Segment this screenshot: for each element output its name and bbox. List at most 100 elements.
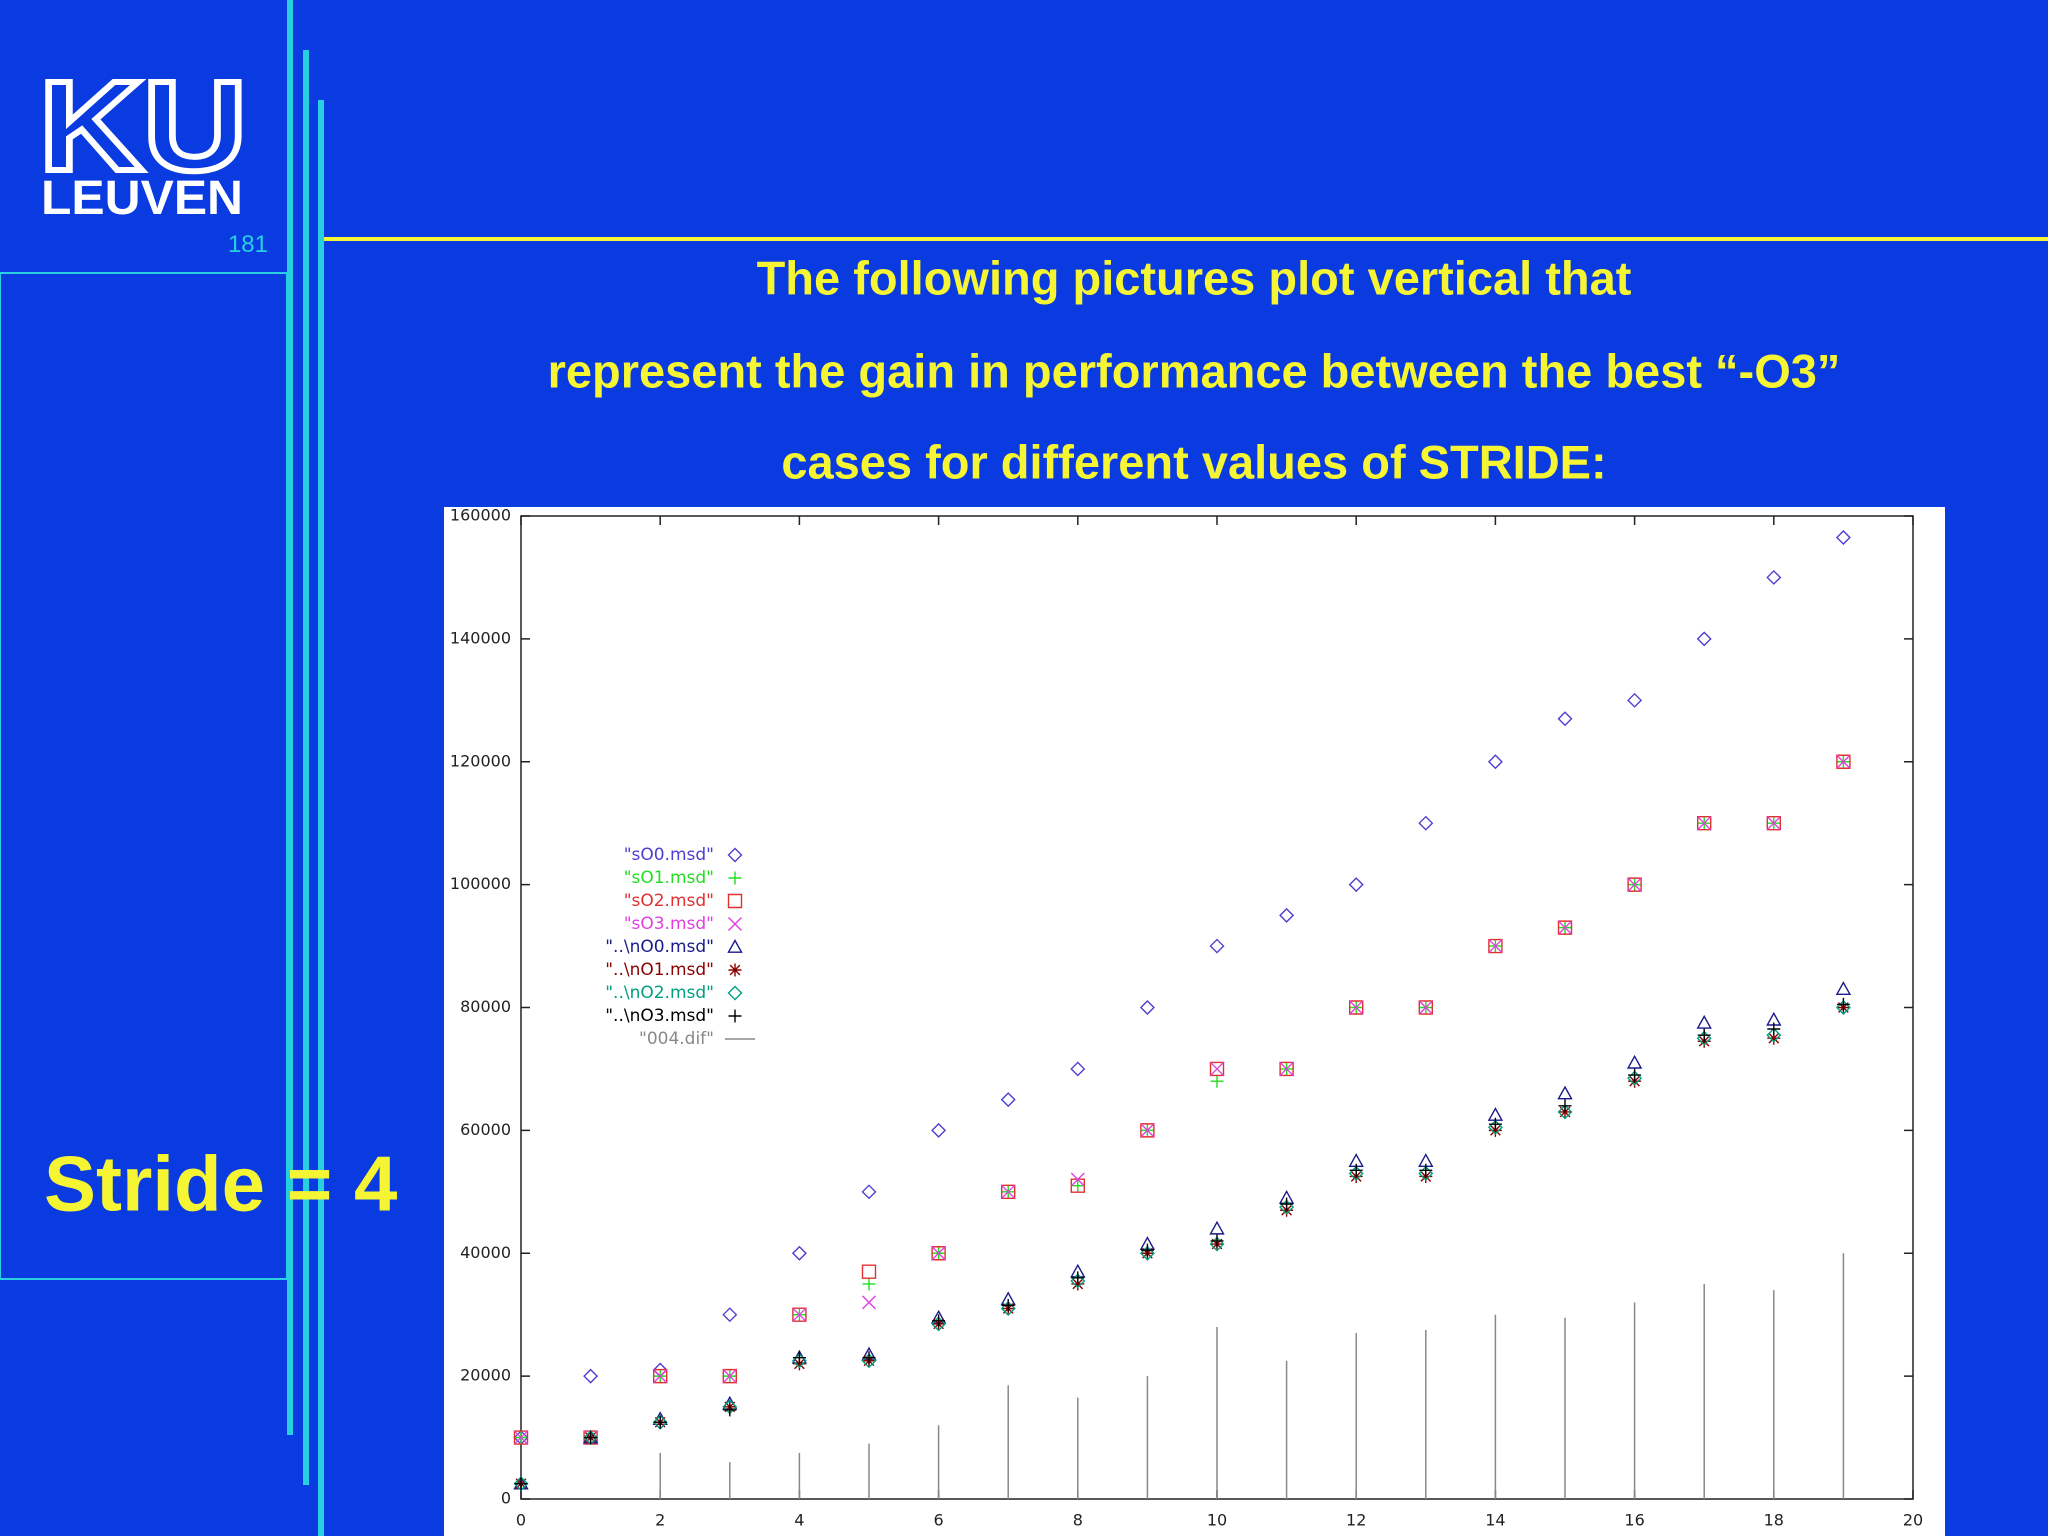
legend-label: "sO1.msd": [624, 868, 714, 888]
point: [1836, 997, 1850, 1011]
point: [932, 1314, 946, 1328]
point: [1488, 1117, 1502, 1131]
logo-text: LEUVEN: [41, 172, 243, 225]
point: [1070, 1178, 1085, 1193]
point: [1627, 1070, 1643, 1086]
point: [1070, 1061, 1086, 1077]
point: [1766, 816, 1781, 831]
x-tick-label: 12: [1346, 1511, 1366, 1530]
point: [1697, 816, 1712, 831]
x-tick-label: 0: [516, 1511, 526, 1530]
point: [1487, 754, 1503, 770]
point: [514, 1477, 528, 1491]
x-tick-label: 16: [1624, 1511, 1644, 1530]
point: [1628, 1068, 1642, 1082]
legend-swatch: [727, 893, 743, 909]
point: [1209, 1220, 1225, 1235]
chart-background: [444, 507, 1945, 1536]
point: [584, 1431, 598, 1445]
point: [792, 1307, 807, 1322]
side-label: Stride = 4: [44, 1140, 397, 1228]
y-tick-label: 160000: [450, 506, 511, 525]
point: [1767, 1022, 1781, 1036]
point: [1696, 1014, 1712, 1029]
legend-label: "..\nO2.msd": [605, 983, 714, 1003]
point: [791, 1353, 807, 1369]
point: [1210, 1234, 1224, 1248]
y-tick-label: 20000: [460, 1366, 511, 1385]
y-tick-label: 120000: [450, 751, 511, 770]
point: [1419, 1163, 1433, 1177]
chart: 0 20000 40000 60000 80000 100000 120000 140000 1…: [450, 506, 1923, 1530]
point: [653, 1369, 668, 1384]
point: [514, 1430, 528, 1445]
legend-label: "sO2.msd": [624, 891, 714, 911]
point: [653, 1368, 668, 1384]
point: [1209, 1061, 1225, 1077]
point: [862, 1351, 876, 1365]
point: [862, 1277, 876, 1291]
point: [861, 1353, 877, 1369]
point: [1835, 981, 1852, 995]
point: [791, 1245, 807, 1261]
point: [931, 1316, 947, 1332]
legend-swatch: [727, 847, 743, 863]
point: [1279, 1061, 1294, 1076]
y-tick-label: 60000: [460, 1120, 511, 1139]
legend-label: "sO3.msd": [624, 914, 714, 934]
point: [1835, 1000, 1851, 1015]
point: [1627, 877, 1642, 892]
x-tick-label: 6: [934, 1511, 944, 1530]
legend-label: "sO0.msd": [624, 845, 714, 865]
point: [1140, 1123, 1155, 1138]
point: [862, 1295, 876, 1310]
point: [1418, 1000, 1433, 1015]
point: [861, 1264, 877, 1279]
legend-label: "..\nO3.msd": [605, 1006, 714, 1026]
x-tick-label: 2: [655, 1511, 665, 1530]
point: [1001, 1298, 1015, 1312]
logo-mark: KU: [39, 55, 247, 198]
point: [1488, 938, 1503, 954]
point: [1000, 1092, 1016, 1108]
point: [1280, 1197, 1294, 1211]
legend-swatch: [728, 1009, 742, 1023]
point: [1140, 1123, 1155, 1138]
point: [1696, 1030, 1712, 1046]
legend-swatch: [728, 871, 742, 885]
point: [861, 1184, 877, 1200]
y-tick-label: 80000: [460, 997, 511, 1016]
point: [1766, 1027, 1782, 1043]
point: [1140, 1243, 1154, 1257]
point: [1418, 815, 1434, 831]
y-tick-label: 0: [501, 1489, 511, 1508]
title-line: represent the gain in performance betwee…: [548, 344, 1841, 397]
point: [1696, 631, 1712, 647]
point: [1071, 1271, 1085, 1285]
x-tick-label: 4: [794, 1511, 804, 1530]
legend-label: "004.dif": [639, 1029, 714, 1049]
point: [1279, 907, 1295, 923]
point: [1209, 938, 1225, 954]
point: [931, 1122, 947, 1138]
point: [1835, 530, 1851, 545]
point: [792, 1351, 806, 1365]
x-tick-label: 18: [1764, 1511, 1784, 1530]
point: [1558, 920, 1572, 935]
title-line: The following pictures plot vertical tha…: [757, 251, 1632, 304]
x-tick-label: 20: [1903, 1511, 1923, 1530]
x-tick-label: 14: [1485, 1511, 1505, 1530]
point: [1139, 1245, 1155, 1261]
point: [1487, 1119, 1503, 1135]
point: [1697, 1028, 1711, 1042]
y-tick-label: 100000: [450, 874, 511, 893]
point: [1279, 1199, 1295, 1215]
point: [1071, 1179, 1085, 1193]
point: [1766, 815, 1781, 831]
point: [1001, 1184, 1016, 1199]
point: [1488, 939, 1503, 954]
point: [1279, 1061, 1294, 1077]
point: [792, 1307, 807, 1322]
point: [1626, 1054, 1643, 1069]
